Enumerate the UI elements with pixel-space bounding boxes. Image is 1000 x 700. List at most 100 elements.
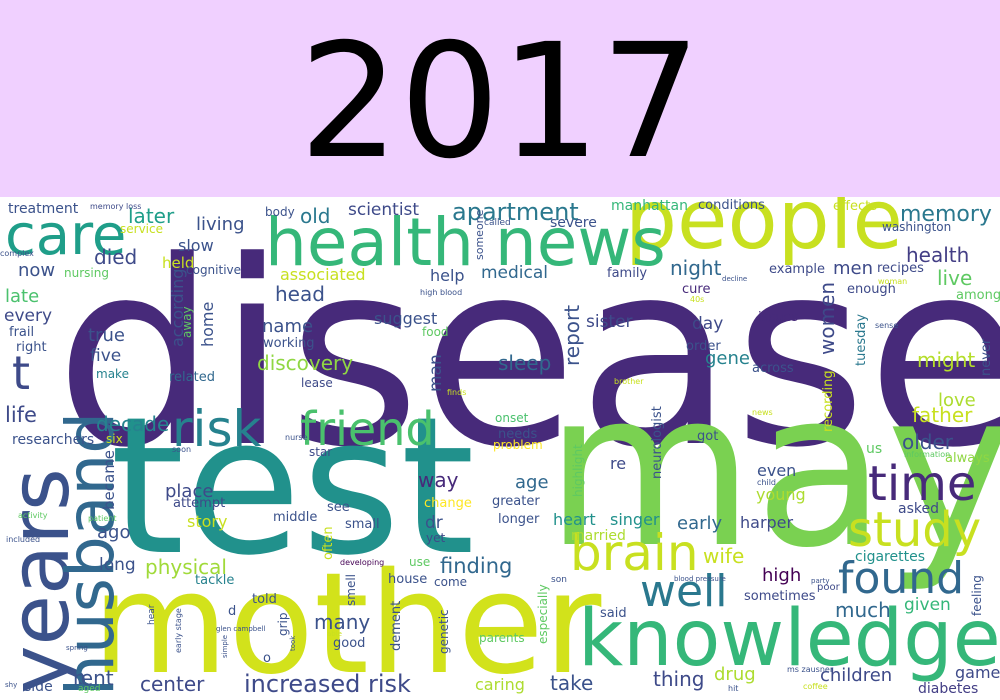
cloud-word: became	[100, 449, 118, 510]
cloud-word: cigarettes	[855, 549, 925, 565]
cloud-word: re	[610, 454, 627, 473]
cloud-word: age	[515, 472, 549, 493]
cloud-word: physical	[145, 555, 227, 579]
cloud-word: family	[607, 266, 648, 281]
cloud-word: severe	[550, 215, 597, 231]
cloud-word: sister	[586, 312, 633, 332]
cloud-word: example	[769, 262, 825, 277]
cloud-word: game	[955, 663, 1000, 682]
cloud-word: day	[692, 314, 724, 334]
cloud-word: change	[424, 496, 472, 511]
cloud-word: activity	[18, 511, 48, 520]
cloud-word: way	[418, 468, 459, 492]
cloud-word: service	[120, 222, 163, 236]
cloud-word: d	[228, 604, 237, 619]
cloud-word: glen campbell	[216, 625, 266, 633]
cloud-word: tackle	[195, 573, 235, 588]
cloud-word: disease	[55, 207, 1000, 504]
cloud-word: greater	[492, 494, 540, 509]
cloud-word: aged	[78, 684, 101, 694]
cloud-word: five	[90, 346, 122, 366]
cloud-word: recipes	[877, 261, 924, 276]
cloud-word: decade	[96, 412, 170, 436]
cloud-word: side	[24, 679, 53, 695]
cloud-word: time	[868, 456, 977, 512]
cloud-word: men	[833, 258, 874, 279]
cloud-word: finds	[447, 388, 467, 397]
cloud-word: frail	[9, 325, 35, 340]
cloud-word: news	[752, 408, 773, 417]
cloud-word: test	[110, 376, 475, 597]
cloud-word: genetic	[437, 609, 451, 655]
cloud-word: given	[904, 595, 951, 615]
cloud-word: away	[180, 306, 194, 339]
cloud-word: decline	[722, 275, 748, 283]
cloud-word: child	[757, 478, 776, 487]
cloud-word: children	[820, 665, 893, 686]
cloud-word: attempt	[173, 496, 226, 511]
cloud-word: take	[550, 671, 594, 695]
year-title: 2017	[298, 10, 702, 194]
cloud-word: found	[838, 553, 965, 604]
cloud-word: grip	[276, 612, 290, 637]
cloud-word: now	[18, 260, 56, 281]
cloud-word: working	[263, 336, 315, 351]
cloud-word: married	[571, 528, 626, 544]
cloud-word: brain	[570, 524, 699, 582]
cloud-word: caring	[475, 675, 525, 694]
cloud-word: neurologist	[650, 405, 665, 479]
cloud-word: six	[106, 432, 123, 446]
cloud-word: manhattan	[611, 198, 688, 214]
cloud-word: make	[96, 367, 129, 381]
cloud-word: night	[670, 256, 722, 280]
cloud-word: said	[600, 606, 627, 621]
cloud-word: sleep	[498, 351, 552, 375]
cloud-word: live	[937, 266, 973, 290]
cloud-word: food	[422, 325, 449, 339]
cloud-word: woman	[878, 277, 908, 286]
cloud-word: enough	[847, 282, 896, 297]
cloud-word: soon	[172, 445, 192, 454]
cloud-word: middle	[273, 510, 318, 525]
cloud-word: cure	[682, 282, 711, 297]
cloud-word: able	[327, 630, 342, 638]
cloud-word: 40s	[690, 295, 705, 304]
cloud-word: dr	[425, 513, 443, 533]
cloud-word: body	[265, 205, 295, 219]
cloud-word: well	[640, 566, 728, 617]
cloud-word: come	[434, 575, 468, 589]
cloud-word: star	[309, 445, 333, 459]
cloud-word: party	[811, 577, 830, 585]
cloud-word: smell	[344, 574, 358, 606]
cloud-word: old	[300, 204, 331, 228]
cloud-word: patient	[88, 514, 117, 523]
cloud-word: memory	[900, 202, 992, 227]
cloud-word: t	[12, 346, 31, 400]
cloud-word: house	[388, 572, 428, 587]
cloud-word: parents	[479, 631, 525, 645]
cloud-word: name	[262, 316, 314, 337]
cloud-word: medical	[481, 263, 549, 283]
cloud-word: ago	[97, 522, 131, 543]
cloud-word: slow	[178, 236, 214, 255]
cloud-word: study	[848, 502, 982, 558]
cloud-word: suggest	[374, 309, 438, 328]
cloud-word: tuesday	[854, 314, 869, 367]
cloud-word: increased risk	[244, 670, 411, 698]
cloud-word: diabetes	[918, 681, 979, 697]
cloud-word: older	[902, 430, 954, 454]
cloud-word: treatment	[8, 201, 79, 217]
cloud-word: longer	[498, 512, 540, 527]
cloud-word: see	[327, 500, 350, 515]
cloud-word: true	[88, 325, 125, 346]
cloud-word: apartment	[452, 198, 579, 226]
cloud-word: every	[4, 306, 53, 326]
cloud-word: included	[6, 535, 41, 544]
cloud-word: later	[128, 204, 175, 228]
cloud-word: young	[756, 485, 806, 504]
cloud-word: early stage	[174, 608, 183, 654]
cloud-word: center	[140, 672, 205, 696]
cloud-word: high	[762, 565, 802, 586]
cloud-word: told	[252, 592, 277, 607]
word-cloud: disease test may mother people health news kno…	[0, 197, 1000, 700]
